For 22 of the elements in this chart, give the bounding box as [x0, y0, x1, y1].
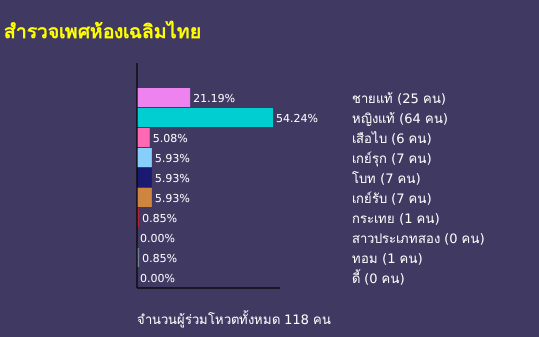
data-label: 0.00%: [140, 272, 175, 285]
y-tick-label: เกย์รุก (7 คน): [352, 151, 432, 167]
data-label: 5.93%: [154, 172, 190, 185]
y-tick-label: เกย์รับ (7 คน): [352, 191, 432, 207]
data-label: 21.19%: [193, 92, 236, 105]
y-tick-label: ดี้ (0 คน): [352, 269, 405, 287]
y-tick-label: ชายแท้ (25 คน): [352, 92, 446, 107]
data-label: 0.85%: [142, 212, 178, 225]
data-label: 54.24%: [276, 112, 318, 125]
data-label: 0.00%: [140, 232, 175, 245]
title: สำรวจเพศห้องเฉลิมไทย: [4, 21, 201, 43]
y-tick-label: ทอม (1 คน): [352, 252, 423, 267]
y-tick-label: เสือไบ (6 คน): [352, 131, 432, 147]
data-label: 5.08%: [152, 132, 188, 145]
text: จำนวนผู้ร่วมโหวตทั้งหมด 118 คน: [137, 310, 332, 328]
y-tick-label: หญิงแท้ (64 คน): [352, 112, 448, 127]
data-label: 0.85%: [142, 252, 178, 265]
data-label: 5.93%: [154, 192, 190, 205]
data-label: 5.93%: [154, 152, 190, 165]
y-tick-label: กระเทย (1 คน): [352, 212, 440, 227]
y-tick-label: โบท (7 คน): [352, 171, 421, 187]
y-tick-label: สาวประเภทสอง (0 คน): [352, 232, 485, 247]
